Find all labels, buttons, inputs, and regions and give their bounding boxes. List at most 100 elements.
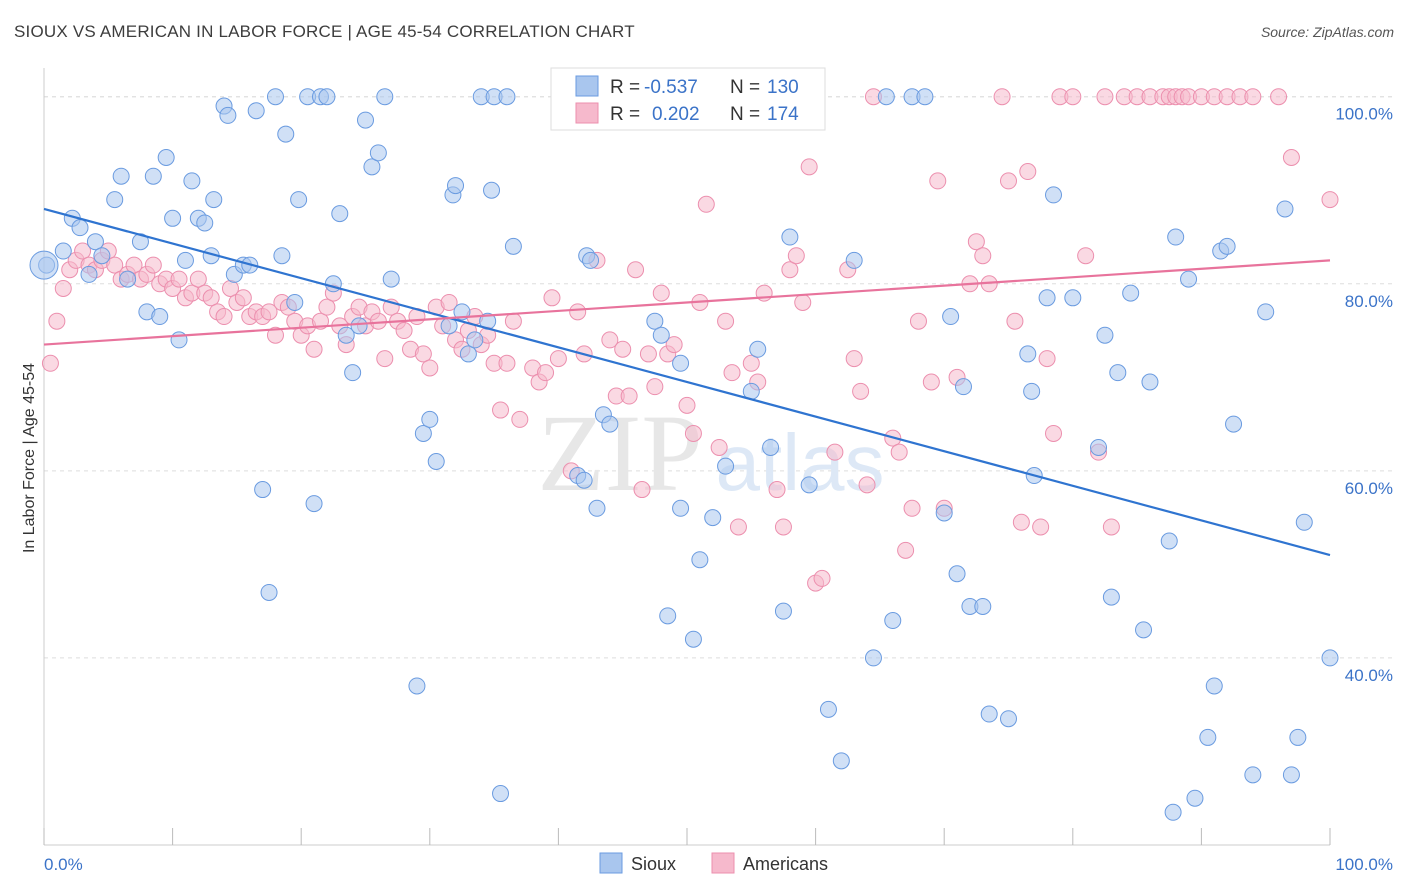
- point-sioux: [376, 88, 394, 106]
- point-sioux: [575, 471, 593, 489]
- x-tick-label-max: 100.0%: [1335, 855, 1393, 874]
- point-sioux: [286, 293, 304, 311]
- point-americans: [897, 541, 915, 559]
- legend-americans-n-value: 174: [767, 104, 799, 125]
- point-americans: [1045, 424, 1063, 442]
- point-sioux: [980, 705, 998, 723]
- point-sioux: [1096, 326, 1114, 344]
- point-sioux: [1276, 200, 1294, 218]
- point-americans: [620, 387, 638, 405]
- y-tick-label: 80.0%: [1345, 292, 1393, 311]
- point-sioux: [717, 457, 735, 475]
- point-americans: [537, 364, 555, 382]
- point-sioux: [93, 247, 111, 265]
- point-sioux: [176, 251, 194, 269]
- legend-americans-r-value: 0.202: [652, 104, 700, 125]
- point-sioux: [781, 228, 799, 246]
- point-sioux: [1000, 710, 1017, 728]
- point-sioux: [684, 630, 702, 648]
- point-sioux-large: [29, 250, 59, 280]
- point-sioux: [447, 177, 465, 195]
- point-americans: [421, 359, 439, 377]
- point-americans: [1038, 350, 1056, 368]
- point-americans: [543, 289, 561, 307]
- y-tick-label: 100.0%: [1335, 105, 1393, 124]
- point-sioux: [1205, 677, 1223, 695]
- point-sioux: [254, 481, 272, 499]
- point-sioux: [196, 214, 214, 232]
- point-americans: [858, 476, 876, 494]
- point-sioux: [1064, 289, 1082, 307]
- bottom-legend-sioux: Sioux: [631, 854, 676, 874]
- point-americans: [318, 298, 336, 316]
- chart-title: SIOUX VS AMERICAN IN LABOR FORCE | AGE 4…: [14, 22, 635, 41]
- trend-line-americans: [43, 259, 1331, 346]
- point-sioux: [1199, 728, 1217, 746]
- point-americans: [54, 279, 72, 297]
- point-sioux: [582, 251, 600, 269]
- point-sioux: [691, 551, 709, 569]
- bottom-legend: Sioux Americans: [599, 852, 828, 874]
- point-americans: [665, 336, 683, 354]
- point-americans: [1096, 88, 1114, 106]
- point-sioux: [305, 495, 323, 513]
- point-americans: [1064, 88, 1082, 106]
- point-americans: [234, 289, 252, 307]
- point-sioux: [1218, 237, 1236, 255]
- point-sioux: [164, 209, 182, 227]
- point-sioux: [119, 270, 137, 288]
- point-sioux: [1295, 513, 1313, 531]
- point-americans: [549, 350, 567, 368]
- series-sioux: [29, 88, 1339, 821]
- chart-source: Source: ZipAtlas.com: [1260, 24, 1394, 40]
- point-sioux: [942, 308, 960, 326]
- point-sioux: [864, 649, 882, 667]
- point-americans: [260, 303, 278, 321]
- point-sioux: [183, 172, 201, 190]
- point-americans: [74, 242, 92, 260]
- point-sioux: [318, 88, 336, 106]
- point-americans: [909, 312, 927, 330]
- point-sioux: [800, 476, 818, 494]
- point-americans: [601, 331, 619, 349]
- point-americans: [395, 322, 413, 340]
- point-sioux: [672, 499, 690, 517]
- series-americans: [41, 88, 1339, 592]
- point-sioux: [331, 205, 349, 223]
- point-americans: [845, 350, 863, 368]
- point-sioux: [1019, 345, 1037, 363]
- point-sioux: [344, 364, 362, 382]
- point-americans: [794, 293, 812, 311]
- point-americans: [852, 382, 870, 400]
- point-sioux: [277, 125, 295, 143]
- point-sioux: [974, 597, 992, 615]
- point-sioux: [1135, 621, 1153, 639]
- point-sioux: [1289, 728, 1307, 746]
- point-sioux: [877, 88, 895, 106]
- point-americans: [504, 312, 522, 330]
- point-sioux: [588, 499, 606, 517]
- point-americans: [1321, 191, 1339, 209]
- legend-sioux-r-label: R =: [610, 77, 640, 98]
- point-americans: [511, 410, 529, 428]
- point-americans: [774, 518, 792, 536]
- point-sioux: [131, 233, 149, 251]
- point-americans: [826, 443, 844, 461]
- point-americans: [890, 443, 908, 461]
- bottom-legend-americans: Americans: [743, 854, 828, 874]
- point-sioux: [1102, 588, 1120, 606]
- point-sioux: [762, 438, 780, 456]
- watermark: ZIP atlas: [538, 392, 885, 514]
- point-americans: [1244, 88, 1262, 106]
- point-americans: [202, 289, 220, 307]
- point-sioux: [1109, 364, 1127, 382]
- point-sioux: [369, 144, 387, 162]
- y-tick-label: 40.0%: [1345, 666, 1393, 685]
- point-americans: [614, 340, 632, 358]
- point-sioux: [1038, 289, 1056, 307]
- point-americans: [369, 312, 387, 330]
- point-sioux: [273, 247, 291, 265]
- point-sioux: [54, 242, 72, 260]
- point-sioux: [408, 677, 426, 695]
- point-americans: [922, 373, 940, 391]
